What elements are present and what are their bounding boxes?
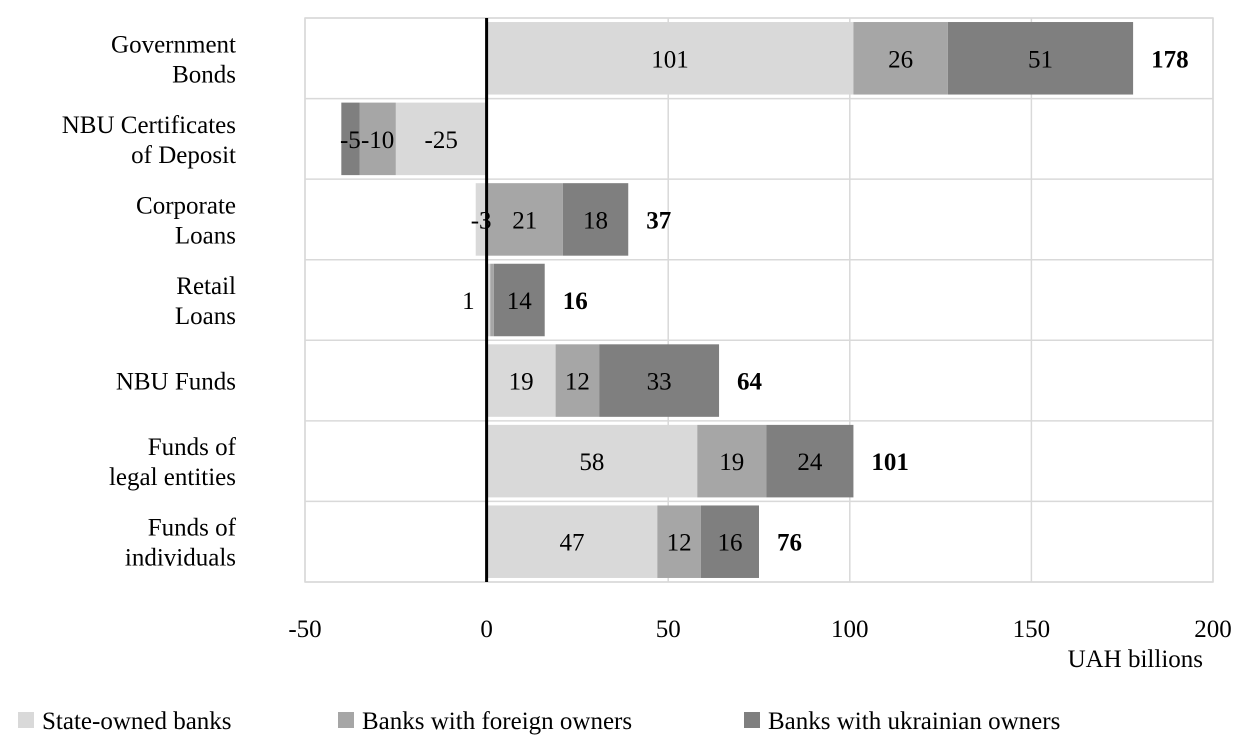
x-axis-title: UAH billions	[1068, 646, 1203, 673]
gridlines	[304, 17, 1214, 583]
legend-label: Banks with ukrainian owners	[768, 708, 1060, 735]
category-label: Funds of	[148, 515, 237, 542]
legend-swatch	[338, 712, 354, 728]
bar-segment	[486, 183, 563, 256]
category-label: NBU Funds	[116, 369, 236, 396]
data-labels: 101 26 51 178 -25 -10-5 -3 21 18 37 14 16 19 12 33 64 58…	[340, 18, 1189, 582]
total-label: 64	[737, 369, 763, 396]
data-label: 47	[559, 530, 584, 557]
bar-segment	[486, 22, 854, 95]
bar-segment	[853, 22, 948, 95]
data-label: 12	[667, 530, 692, 557]
data-label: 24	[797, 449, 823, 476]
bar-segment	[490, 263, 494, 337]
data-label: 19	[509, 369, 534, 396]
bar-segment	[562, 183, 629, 256]
data-label: -3	[471, 207, 492, 234]
bar-segment	[359, 102, 396, 176]
category-label: NBU Certificates	[62, 112, 236, 139]
x-tick-label: 150	[1013, 616, 1051, 643]
data-label: -25	[425, 127, 458, 154]
legend-swatch	[744, 712, 760, 728]
category-label: Loans	[175, 303, 236, 330]
category-label: Corporate	[136, 192, 236, 219]
data-label: 58	[579, 449, 604, 476]
x-tick-label: -50	[288, 616, 321, 643]
data-label: 21	[512, 207, 537, 234]
category-label: of Deposit	[131, 142, 236, 169]
bar-segment	[486, 344, 556, 417]
bar-segment	[486, 424, 698, 498]
data-label: 18	[583, 207, 608, 234]
x-tick-labels: -50 0 50 100 150 200	[288, 616, 1231, 643]
bars	[341, 22, 1134, 578]
category-label: Government	[111, 31, 236, 58]
data-label: -10	[361, 127, 394, 154]
bar-segment	[657, 505, 701, 578]
category-label: legal entities	[109, 464, 236, 491]
bar-segment	[700, 505, 759, 578]
legend-label: Banks with foreign owners	[362, 708, 632, 735]
legend-swatch	[18, 712, 34, 728]
category-label: Funds of	[148, 434, 237, 461]
data-label: -5	[340, 127, 361, 154]
data-label: 12	[565, 369, 590, 396]
legend-label: State-owned banks	[42, 708, 232, 735]
category-labels: Government Bonds NBU Certificates of Deposi…	[62, 31, 237, 571]
category-label: Bonds	[172, 61, 236, 88]
bar-segment	[395, 102, 487, 176]
x-tick-label: 0	[480, 616, 493, 643]
total-label: 76	[777, 530, 802, 557]
bar-segment	[486, 263, 491, 337]
bar-segment	[766, 424, 854, 498]
data-label: 19	[719, 449, 744, 476]
plot-border	[304, 17, 1214, 583]
bar-segment	[555, 344, 600, 417]
data-label: 14	[507, 288, 533, 315]
data-label: 16	[717, 530, 742, 557]
x-tick-label: 50	[656, 616, 681, 643]
legend: State-owned banks Banks with foreign owne…	[18, 708, 1060, 735]
category-label: Loans	[175, 222, 236, 249]
bar-segment	[599, 344, 720, 417]
total-label: 37	[646, 207, 671, 234]
bar-segment	[486, 505, 658, 578]
bar-segment	[341, 102, 360, 176]
data-label: 33	[647, 369, 672, 396]
total-label: 101	[871, 449, 909, 476]
x-tick-label: 200	[1194, 616, 1232, 643]
bar-segment	[493, 263, 545, 337]
total-label: 16	[563, 288, 588, 315]
data-label: 1	[462, 288, 475, 315]
bar-segment	[475, 183, 487, 256]
total-label: 178	[1151, 46, 1189, 73]
data-label: 51	[1028, 46, 1053, 73]
category-label: Retail	[176, 273, 236, 300]
x-tick-label: 100	[831, 616, 869, 643]
data-label: 26	[888, 46, 913, 73]
bar-segment	[697, 424, 767, 498]
category-label: individuals	[125, 545, 236, 572]
bar-segment	[947, 22, 1134, 95]
data-label: 101	[651, 46, 689, 73]
